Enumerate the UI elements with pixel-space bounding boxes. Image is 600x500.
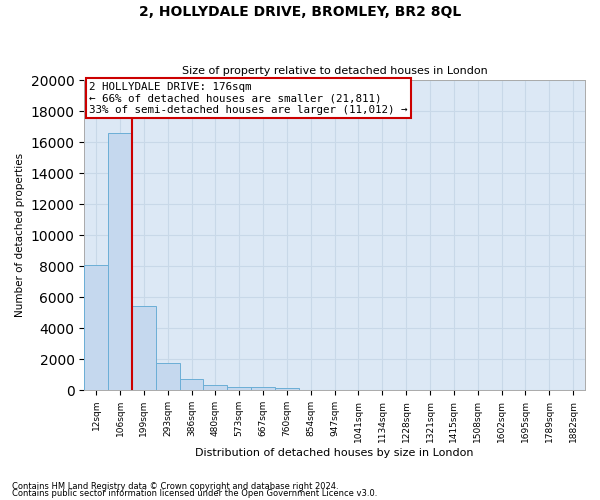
Text: 2, HOLLYDALE DRIVE, BROMLEY, BR2 8QL: 2, HOLLYDALE DRIVE, BROMLEY, BR2 8QL: [139, 5, 461, 19]
Title: Size of property relative to detached houses in London: Size of property relative to detached ho…: [182, 66, 488, 76]
Bar: [275, 388, 299, 390]
Bar: [179, 379, 203, 390]
Bar: [84, 264, 108, 390]
Bar: [156, 363, 179, 390]
Text: 2 HOLLYDALE DRIVE: 176sqm
← 66% of detached houses are smaller (21,811)
33% of s: 2 HOLLYDALE DRIVE: 176sqm ← 66% of detac…: [89, 82, 408, 115]
Bar: [108, 133, 132, 390]
Bar: [251, 388, 275, 390]
X-axis label: Distribution of detached houses by size in London: Distribution of detached houses by size …: [196, 448, 474, 458]
Y-axis label: Number of detached properties: Number of detached properties: [15, 153, 25, 317]
Bar: [203, 385, 227, 390]
Text: Contains HM Land Registry data © Crown copyright and database right 2024.: Contains HM Land Registry data © Crown c…: [12, 482, 338, 491]
Text: Contains public sector information licensed under the Open Government Licence v3: Contains public sector information licen…: [12, 489, 377, 498]
Bar: [132, 306, 156, 390]
Bar: [227, 387, 251, 390]
